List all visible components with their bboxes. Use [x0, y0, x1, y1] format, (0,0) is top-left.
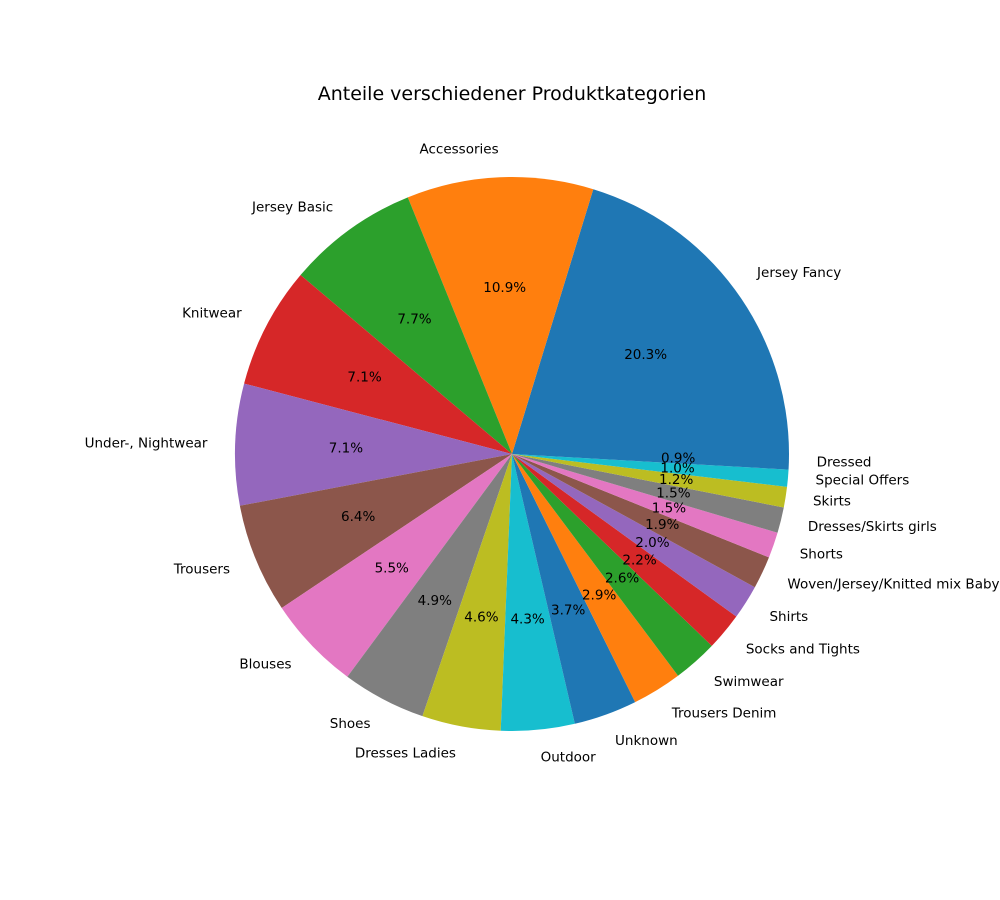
pie-category-label-special-offers: Special Offers [816, 473, 910, 489]
pie-category-label-jersey-fancy: Jersey Fancy [756, 265, 841, 281]
pie-percent-label-jersey-fancy: 20.3% [624, 347, 667, 363]
pie-percent-label-knitwear: 7.1% [347, 369, 381, 385]
pie-percent-label-trousers: 6.4% [341, 509, 375, 525]
pie-percent-label-shoes: 4.9% [418, 593, 452, 609]
pie-percent-label-swimwear: 2.6% [605, 570, 639, 586]
pie-percent-label-special-offers: 1.0% [660, 461, 694, 477]
pie-percent-label-dresses-skirts-girls: 1.5% [656, 486, 690, 502]
pie-category-label-blouses: Blouses [239, 656, 291, 672]
pie-category-label-under-nightwear: Under-, Nightwear [85, 435, 208, 451]
pie-category-label-unknown: Unknown [615, 733, 678, 749]
pie-percent-label-trousers-denim: 2.9% [582, 588, 616, 604]
pie-slice-trousers-denim [512, 454, 679, 703]
pie-percent-label-woven-jersey-knitted-mix-baby: 1.9% [645, 517, 679, 533]
pie-slice-under-nightwear [234, 383, 512, 506]
pie-category-label-woven-jersey-knitted-mix-baby: Woven/Jersey/Knitted mix Baby [787, 576, 999, 592]
chart-title: Anteile verschiedener Produktkategorien [318, 83, 707, 105]
pie-slice-jersey-fancy [512, 189, 789, 454]
pie-slice-woven-jersey-knitted-mix-baby [512, 454, 769, 588]
pie-percent-label-blouses: 5.5% [375, 561, 409, 577]
pie-slice-shoes [347, 454, 512, 717]
pie-percent-label-dressed: 0.9% [661, 451, 695, 467]
pie-slice-unknown [512, 454, 636, 724]
pie-slice-dressed [512, 454, 789, 470]
pie-percent-label-accessories: 10.9% [483, 280, 526, 296]
pie-slice-dresses-ladies [422, 454, 512, 731]
pie-slice-jersey-basic [300, 197, 512, 455]
pie-slice-outdoor [500, 454, 575, 731]
pie-percent-label-skirts: 1.2% [659, 472, 693, 488]
pie-percent-label-dresses-ladies: 4.6% [464, 609, 498, 625]
pie-slice-socks-and-tights [512, 454, 737, 646]
pie-percent-labels: 20.3% 10.9% 7.7% 7.1% 7.1% 6.4% 5.5% 4.9% 4.6% 4.… [329, 280, 696, 628]
pie-slice-special-offers [512, 454, 789, 487]
pie-slice-swimwear [512, 454, 712, 676]
pie-slice-trousers [239, 454, 513, 608]
pie-slice-accessories [407, 177, 594, 454]
pie-slice-skirts [512, 454, 788, 508]
pie-category-label-trousers-denim: Trousers Denim [671, 705, 777, 721]
pie-percent-label-outdoor: 4.3% [510, 611, 544, 627]
pie-slice-dresses-skirts-girls [512, 454, 784, 533]
pie-category-label-dressed: Dressed [817, 455, 872, 471]
pie-category-label-accessories: Accessories [420, 142, 499, 158]
pie-slice-shorts [512, 454, 778, 558]
pie-slices [234, 177, 789, 731]
pie-percent-label-jersey-basic: 7.7% [397, 311, 431, 327]
pie-percent-label-unknown: 3.7% [551, 602, 585, 618]
pie-category-label-swimwear: Swimwear [714, 674, 784, 690]
pie-category-label-knitwear: Knitwear [182, 305, 242, 321]
pie-percent-label-socks-and-tights: 2.2% [622, 553, 656, 569]
pie-category-label-socks-and-tights: Socks and Tights [746, 641, 860, 657]
pie-category-label-shorts: Shorts [800, 546, 843, 562]
pie-category-label-skirts: Skirts [813, 494, 851, 510]
pie-category-label-dresses-ladies: Dresses Ladies [355, 746, 456, 762]
pie-percent-label-shorts: 1.5% [652, 501, 686, 517]
pie-percent-label-under-nightwear: 7.1% [329, 440, 363, 456]
pie-category-label-dresses-skirts-girls: Dresses/Skirts girls [808, 519, 937, 535]
pie-category-labels: Jersey Fancy Accessories Jersey Basic Knitw… [85, 142, 1000, 766]
pie-slice-blouses [281, 454, 512, 677]
pie-category-label-shirts: Shirts [769, 609, 808, 625]
pie-slice-shirts [512, 454, 755, 617]
pie-category-label-jersey-basic: Jersey Basic [251, 199, 333, 215]
pie-slice-knitwear [244, 275, 512, 454]
pie-category-label-shoes: Shoes [330, 716, 371, 732]
pie-category-label-trousers: Trousers [173, 561, 230, 577]
pie-percent-label-shirts: 2.0% [635, 535, 669, 551]
pie-category-label-outdoor: Outdoor [541, 749, 597, 765]
